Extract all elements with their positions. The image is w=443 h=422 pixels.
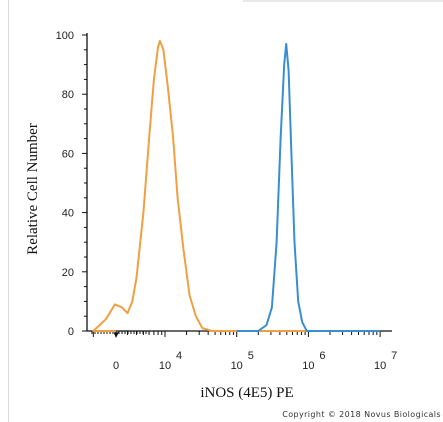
zero-marker: [114, 332, 119, 338]
x-tick-exponent: 7: [391, 350, 397, 362]
x-tick-label: 0: [113, 360, 119, 372]
x-tick-exponent: 4: [176, 350, 182, 362]
y-tick-label: 20: [62, 267, 74, 279]
x-tick-label: 10: [159, 360, 171, 372]
copyright-text: Copyright © 2018 Novus Biologicals: [282, 410, 441, 419]
top-border-fragment: [243, 0, 443, 2]
y-tick-label: 80: [62, 89, 74, 101]
y-tick-label: 100: [56, 30, 74, 42]
x-tick-exponent: 5: [248, 350, 254, 362]
frame-edge: [8, 0, 9, 422]
y-tick-label: 40: [62, 208, 74, 220]
x-axis-title: iNOS (4E5) PE: [200, 385, 293, 401]
y-axis-title: Relative Cell Number: [25, 123, 41, 255]
series-curves: [92, 39, 381, 332]
x-tick-label: 10: [374, 360, 386, 372]
series-line-2: [236, 42, 381, 332]
series-line-1: [92, 39, 381, 332]
y-tick-label: 60: [62, 148, 74, 160]
x-tick-label: 10: [231, 360, 243, 372]
x-tick-exponent: 6: [319, 350, 325, 362]
y-tick-label: 0: [68, 326, 74, 338]
axes: [82, 33, 392, 338]
tick-labels: 0 20 40 60 80 100 0 10 4 10 5 10 6 10 7: [56, 30, 398, 372]
x-tick-label: 10: [302, 360, 314, 372]
